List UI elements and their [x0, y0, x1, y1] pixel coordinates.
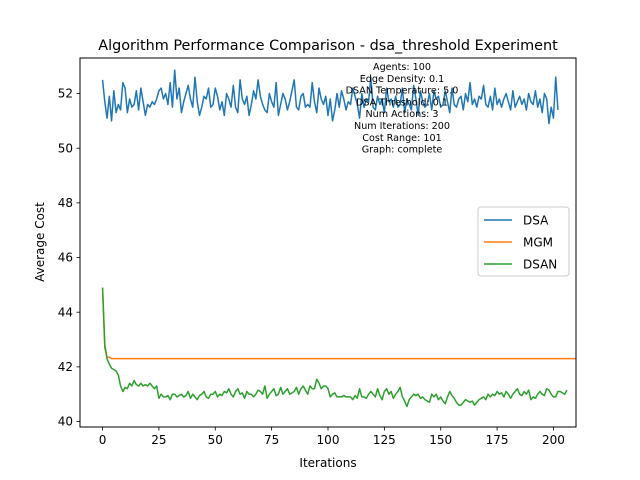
y-tick-label: 52: [58, 87, 73, 101]
x-tick-label: 125: [373, 433, 396, 447]
series-layer: [101, 69, 576, 408]
annotation-line: Cost Range: 101: [362, 133, 441, 144]
y-tick-label: 42: [58, 360, 73, 374]
x-tick-label: 75: [264, 433, 279, 447]
x-tick-label: 50: [208, 433, 223, 447]
annotation-line: Agents: 100: [373, 62, 431, 73]
legend-box: [477, 206, 570, 277]
legend: DSA MGM DSAN: [477, 206, 570, 277]
y-axis: 40 42 44 46 48 50 52: [58, 87, 80, 429]
y-tick-label: 40: [58, 415, 73, 429]
x-axis: 0 25 50 75 100 125 150 175 200: [99, 427, 565, 447]
annotation-line: Graph: complete: [362, 145, 443, 156]
x-tick-label: 100: [317, 433, 340, 447]
x-tick-label: 0: [99, 433, 107, 447]
series-line-dsa: [101, 69, 559, 125]
x-axis-label: Iterations: [299, 456, 356, 470]
annotation-line: Edge Density: 0.1: [360, 74, 445, 85]
series-line-mgm: [101, 287, 576, 360]
legend-label-dsan: DSAN: [523, 257, 557, 271]
y-axis-label: Average Cost: [33, 202, 47, 282]
legend-label-mgm: MGM: [523, 235, 553, 249]
legend-label-dsa: DSA: [523, 213, 549, 227]
x-tick-label: 200: [542, 433, 565, 447]
x-tick-label: 150: [429, 433, 452, 447]
annotation-line: DSAN Temperature: 5.0: [346, 86, 459, 97]
y-tick-label: 50: [58, 141, 73, 155]
y-tick-label: 44: [58, 305, 73, 319]
y-tick-label: 48: [58, 196, 73, 210]
x-tick-label: 175: [486, 433, 509, 447]
y-tick-label: 46: [58, 251, 73, 265]
annotation-line: DSA Threshold: 0.1: [356, 97, 448, 108]
annotation-line: Num Actions: 3: [365, 109, 438, 120]
x-tick-label: 25: [151, 433, 166, 447]
annotation-line: Num Iterations: 200: [354, 121, 450, 132]
series-line-dsan: [101, 287, 568, 408]
chart-title: Algorithm Performance Comparison - dsa_t…: [98, 38, 558, 54]
